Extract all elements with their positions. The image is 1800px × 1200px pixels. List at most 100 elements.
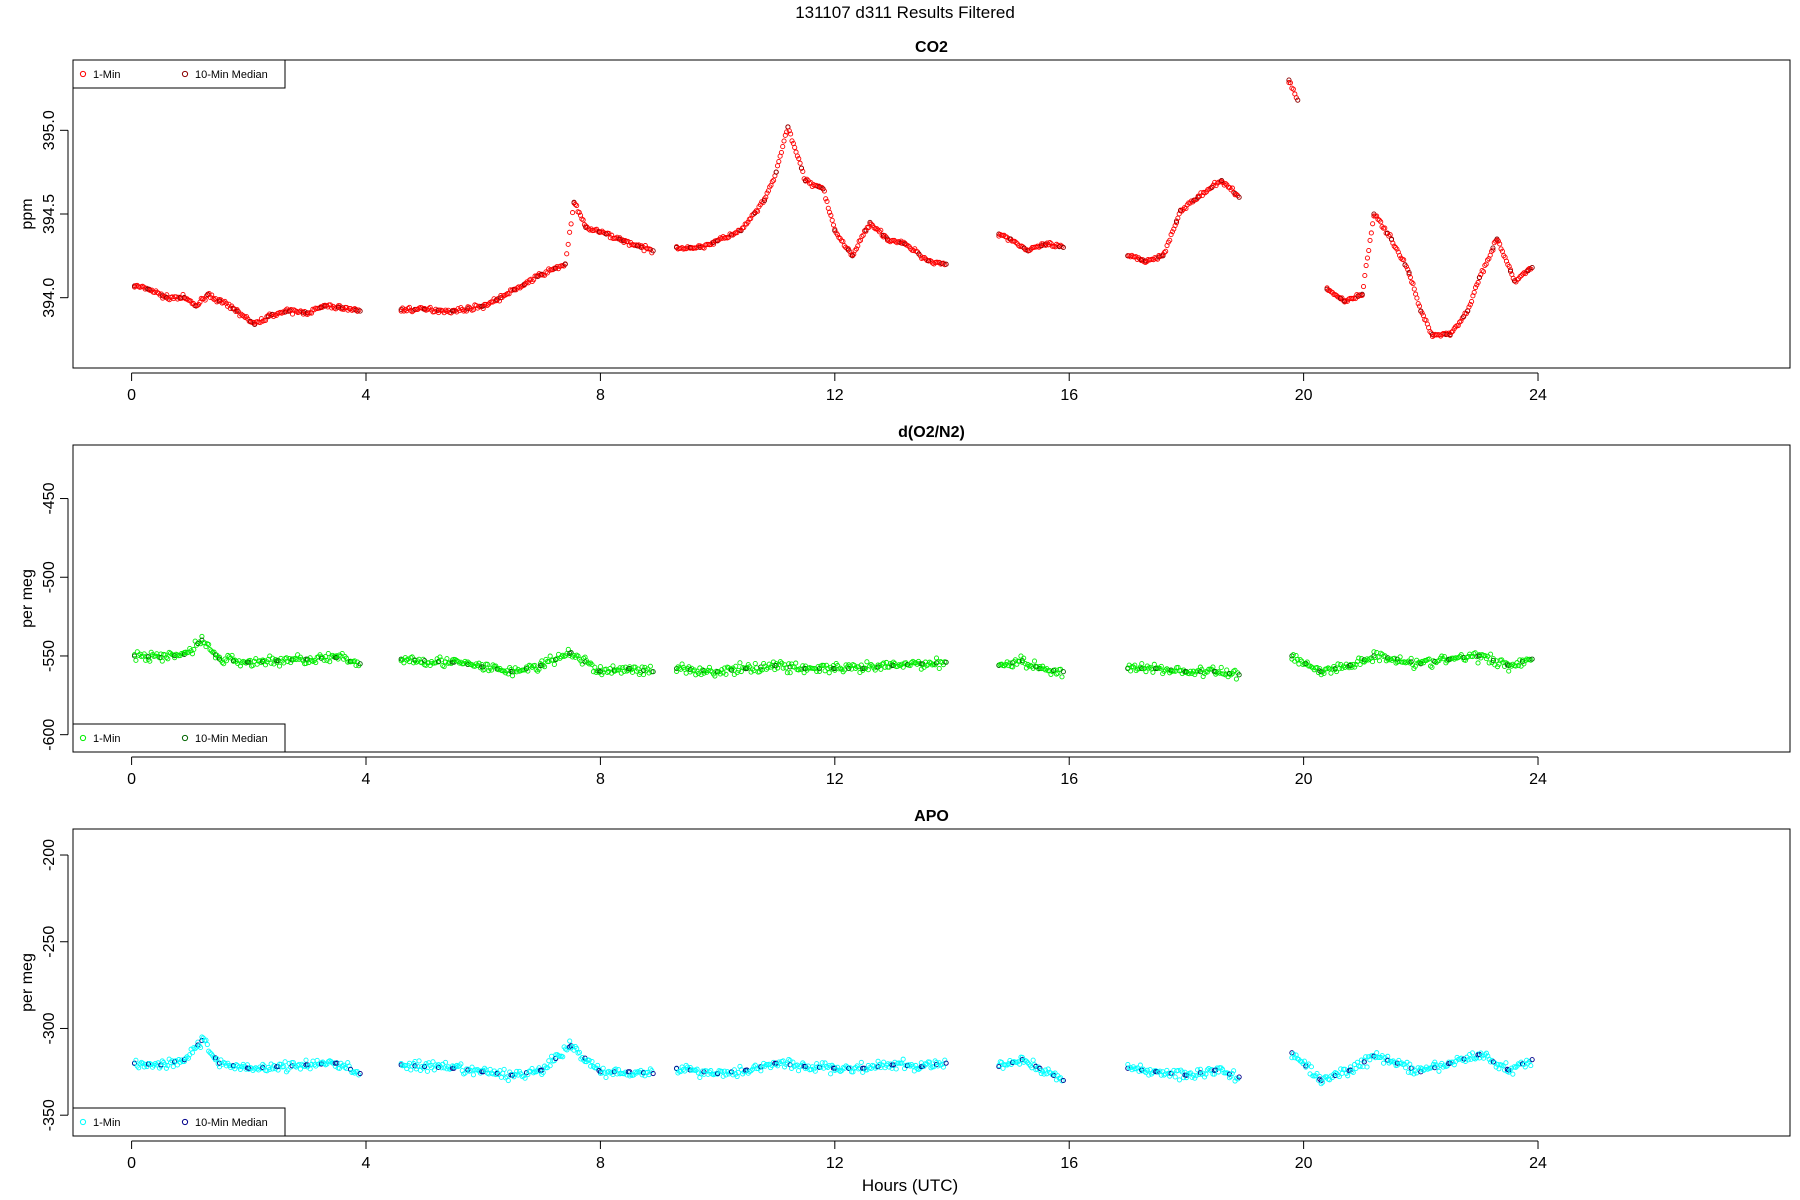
data-point (321, 1060, 327, 1066)
x-tick-label: 4 (362, 387, 371, 404)
data-point (795, 667, 802, 673)
data-point (1466, 304, 1472, 310)
data-point (1405, 266, 1411, 273)
data-point (1441, 1062, 1448, 1068)
data-point (226, 654, 232, 660)
data-point (1231, 1068, 1237, 1074)
data-point (1407, 274, 1413, 280)
data-point (628, 667, 634, 673)
data-point (1290, 652, 1296, 658)
data-point (207, 647, 213, 653)
data-point (698, 672, 704, 678)
data-point (691, 667, 697, 673)
data-point (356, 307, 362, 313)
data-point (444, 308, 450, 314)
data-point (1163, 248, 1169, 254)
data-point (216, 1064, 223, 1070)
data-point (1137, 1062, 1143, 1068)
data-point (1450, 328, 1456, 334)
data-point (1450, 1059, 1456, 1065)
x-tick-label: 24 (1529, 387, 1547, 404)
data-point (579, 216, 585, 222)
data-point (735, 667, 742, 673)
data-point (1333, 668, 1340, 675)
data-point (593, 1065, 599, 1071)
data-point (560, 1054, 566, 1060)
legend-label: 10-Min Median (195, 733, 268, 745)
data-point (649, 1068, 655, 1074)
median-point (816, 666, 823, 672)
data-point (781, 138, 787, 144)
data-point (458, 1061, 464, 1067)
legend-label: 10-Min Median (195, 1117, 268, 1129)
data-point (441, 310, 447, 316)
data-point (267, 1066, 273, 1073)
data-point (872, 1065, 878, 1071)
data-point (1335, 661, 1341, 667)
data-point (1040, 1068, 1046, 1074)
data-point (419, 1064, 425, 1070)
data-point (547, 653, 553, 659)
median-point (567, 1044, 573, 1050)
data-point (1458, 318, 1464, 324)
legend-marker (79, 70, 87, 78)
data-point (1483, 1050, 1489, 1056)
x-tick-label: 20 (1295, 771, 1313, 788)
data-point (426, 306, 432, 312)
figure-title: 131107 d311 Results Filtered (795, 3, 1015, 22)
data-point (635, 666, 641, 672)
data-point (512, 1071, 518, 1078)
data-point (1414, 295, 1420, 301)
data-point (133, 657, 139, 663)
data-point (701, 245, 707, 251)
median-point (1303, 660, 1309, 667)
median-point (1173, 218, 1180, 224)
median-point (1432, 1065, 1438, 1071)
data-point (253, 656, 259, 662)
x-tick-label: 12 (826, 771, 844, 788)
data-point (801, 670, 807, 676)
data-point (1358, 656, 1365, 662)
data-point (804, 176, 810, 182)
data-point (683, 670, 689, 676)
median-point (715, 1071, 721, 1077)
data-point (1132, 662, 1138, 668)
data-point (1146, 1072, 1152, 1078)
data-point (276, 663, 283, 669)
data-point (695, 1070, 702, 1076)
data-point (269, 655, 276, 661)
data-point (352, 1070, 358, 1076)
data-point (893, 1066, 899, 1072)
median-point (1476, 1051, 1482, 1058)
data-point (1199, 666, 1205, 672)
data-point (1451, 656, 1457, 662)
data-point (1199, 193, 1205, 199)
data-point (1142, 1068, 1148, 1074)
x-tick-label: 8 (596, 771, 605, 788)
data-point (907, 663, 913, 669)
data-point (441, 664, 447, 670)
data-point (423, 1061, 429, 1067)
median-point (849, 253, 855, 259)
data-point (137, 1061, 143, 1067)
plot-frame (72, 828, 1791, 1137)
data-point (1215, 669, 1222, 675)
data-point (1398, 1060, 1405, 1066)
data-point (1287, 80, 1293, 86)
data-point (188, 648, 194, 654)
median-point (1060, 1077, 1066, 1084)
data-point (890, 659, 896, 665)
data-point (902, 1065, 908, 1072)
x-tick-label: 24 (1529, 771, 1547, 788)
data-point (871, 225, 877, 231)
data-point (814, 1061, 820, 1067)
data-point (684, 1064, 691, 1070)
data-point (1203, 1071, 1209, 1077)
x-tick-label: 16 (1060, 387, 1078, 404)
legend-box (72, 1107, 286, 1137)
data-point (1408, 655, 1414, 661)
data-point (1013, 239, 1019, 246)
median-point (943, 659, 949, 665)
data-point (427, 304, 433, 310)
